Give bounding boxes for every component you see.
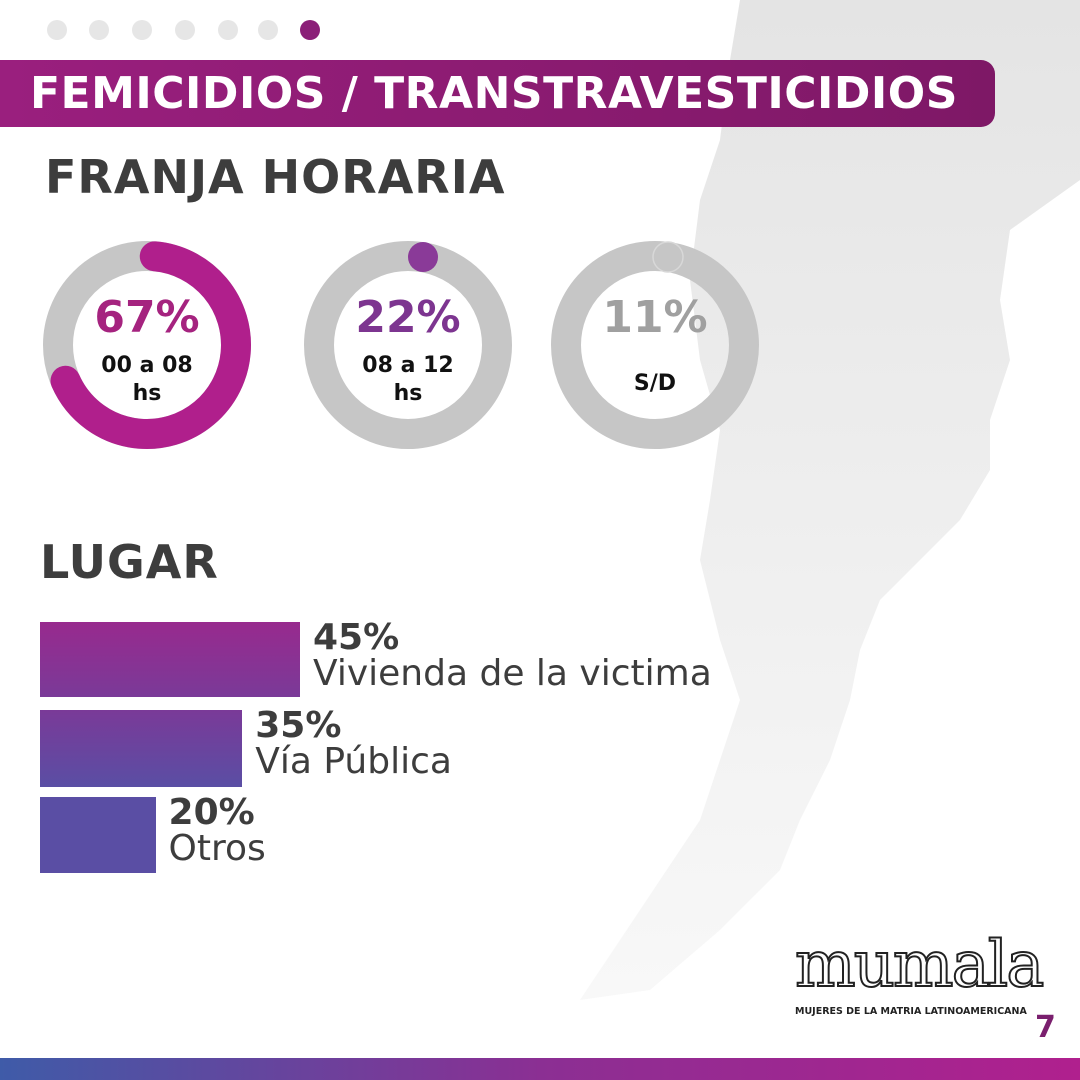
bar-percent: 35%: [255, 705, 342, 746]
pagination-dot[interactable]: [218, 20, 238, 40]
donut-label: 00 a 08 hs: [101, 353, 193, 406]
bar: [40, 797, 156, 873]
bar-label: 35% Vía Pública: [255, 708, 452, 780]
donut-dot: [652, 241, 684, 273]
logo-wordmark: mumala: [794, 928, 1045, 1002]
pagination-dot[interactable]: [89, 20, 109, 40]
bar: [40, 710, 243, 787]
lugar-title: LUGAR: [40, 535, 219, 589]
pagination-dot[interactable]: [47, 20, 67, 40]
donut-label: 08 a 12 hs: [362, 353, 454, 406]
pagination-dot[interactable]: [300, 20, 320, 40]
bar: [40, 622, 300, 697]
donut-arc: [43, 241, 251, 449]
donut-chart: 22% 08 a 12 hs: [303, 240, 513, 450]
bar-label: 45% Vivienda de la victima: [313, 620, 712, 692]
bar-category: Vivienda de la victima: [313, 653, 712, 694]
donut-chart: 67% 00 a 08 hs: [42, 240, 252, 450]
donut-percent: 22%: [355, 292, 461, 343]
donut-track: [551, 241, 759, 449]
donut-percent: 11%: [602, 292, 708, 343]
pagination-dot[interactable]: [175, 20, 195, 40]
franja-horaria-title: FRANJA HORARIA: [45, 150, 506, 204]
donut-label: S/D: [633, 371, 677, 396]
header-banner: FEMICIDIOS / TRANSTRAVESTICIDIOS: [0, 60, 995, 127]
bar-percent: 20%: [168, 792, 255, 833]
donut-percent: 67%: [94, 292, 200, 343]
bar-category: Vía Pública: [255, 741, 452, 782]
pagination-dot[interactable]: [132, 20, 152, 40]
bar-label: 20% Otros: [169, 795, 266, 867]
bottom-gradient-bar: [0, 1058, 1080, 1080]
donut-chart: 11% S/D: [550, 240, 760, 450]
bar-percent: 45%: [313, 617, 400, 658]
pagination-dot[interactable]: [258, 20, 278, 40]
bar-category: Otros: [168, 828, 266, 869]
donut-dot: [408, 242, 438, 272]
logo-tagline: MUJERES DE LA MATRIA LATINOAMERICANA: [795, 1006, 1027, 1017]
mumala-logo: mumala MUJERES DE LA MATRIA LATINOAMERIC…: [794, 928, 1045, 1017]
page-number: 7: [1035, 1010, 1056, 1045]
donut-track: [304, 241, 512, 449]
header-title: FEMICIDIOS / TRANSTRAVESTICIDIOS: [30, 68, 958, 119]
